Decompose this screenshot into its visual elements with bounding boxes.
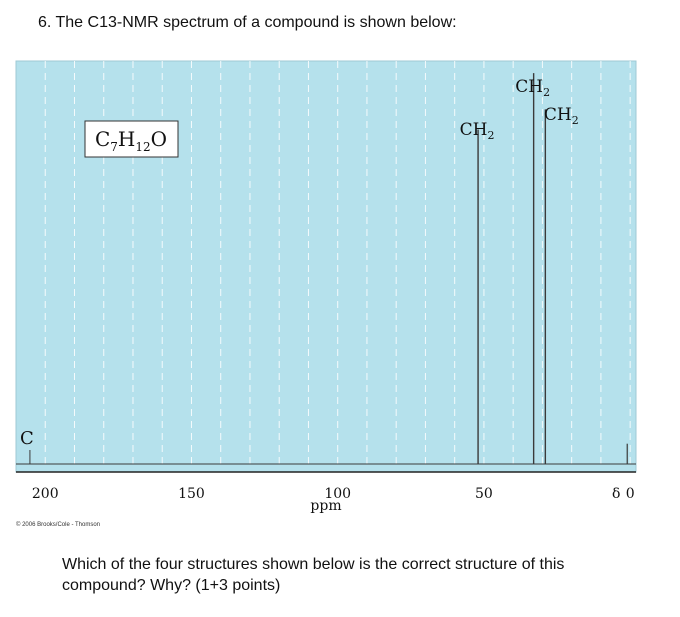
copyright-notice: © 2006 Brooks/Cole - Thomson: [16, 522, 101, 528]
peak-label: CH2: [515, 77, 550, 99]
formula-c: C: [95, 127, 110, 151]
formula-sub-c: 7: [110, 140, 118, 154]
peak-label: CH2: [544, 105, 579, 127]
peak-label: CH2: [460, 120, 495, 142]
followup-question: Which of the four structures shown below…: [62, 556, 565, 594]
x-tick-label: 0: [626, 486, 635, 502]
question-text: 6. The C13-NMR spectrum of a compound is…: [38, 14, 457, 31]
peak-group: CH2 CH2 CH2: [29, 73, 628, 464]
corner-label: C: [20, 428, 34, 449]
x-axis-unit-label: ppm: [310, 498, 341, 514]
formula-sub-h: 12: [135, 140, 150, 154]
formula-o: O: [151, 127, 167, 151]
delta-label: δ: [612, 486, 620, 502]
x-tick-label: 100: [324, 486, 351, 502]
x-tick-label: 200: [32, 486, 59, 502]
x-tick-label: 150: [178, 486, 205, 502]
formula-box: C7H12O: [84, 120, 179, 158]
svg-text:C7H12O: C7H12O: [95, 127, 167, 154]
tick-labels: 200 150 100 50 0: [32, 486, 635, 502]
formula-h: H: [118, 127, 135, 151]
x-tick-label: 50: [475, 486, 493, 502]
